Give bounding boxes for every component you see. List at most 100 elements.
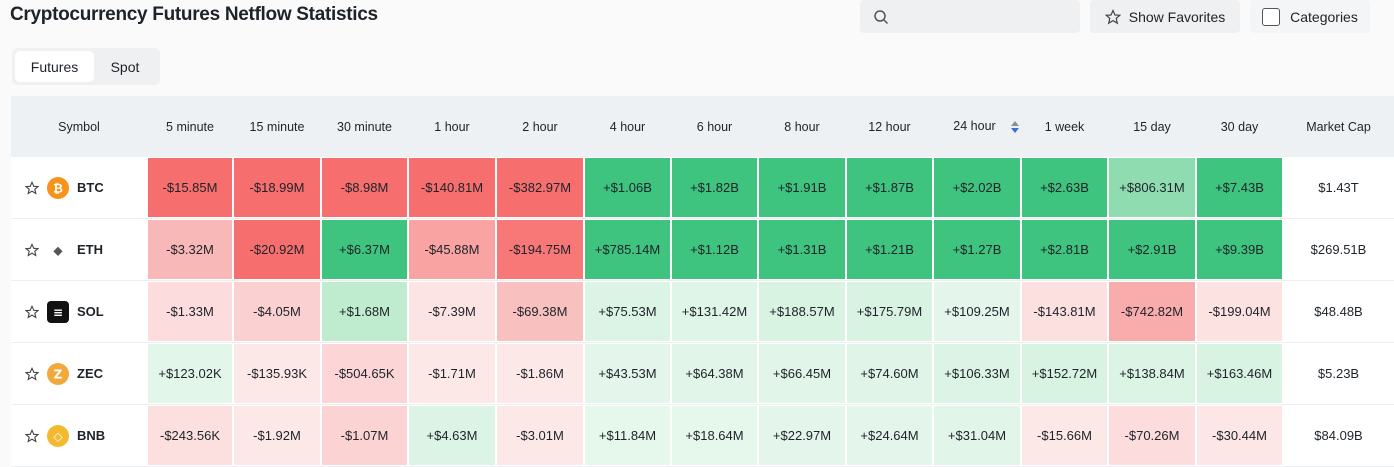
netflow-value: -$1.86M [496,343,584,404]
netflow-cell: -$8.98M [321,157,408,219]
market-cap: $1.43T [1283,157,1394,219]
netflow-cell: -$70.26M [1108,404,1196,467]
netflow-value: -$1.71M [408,343,496,404]
netflow-value: +$138.84M [1108,343,1196,404]
netflow-cell: +$1.87B [846,157,933,219]
page-title: Cryptocurrency Futures Netflow Statistic… [10,4,378,25]
symbol-cell: ◇ BNB [11,404,147,467]
symbol-label: SOL [77,304,104,319]
coin-icon: ◇ [47,424,69,447]
netflow-cell: -$7.39M [408,280,496,343]
netflow-cell: -$194.75M [496,218,584,281]
netflow-cell: +$1.82B [671,157,758,219]
netflow-cell: +$1.31B [758,218,846,281]
netflow-value: +$785.14M [584,219,671,280]
column-header: 1 hour [408,96,496,157]
netflow-value: +$188.57M [758,281,846,342]
favorite-star[interactable] [25,428,39,443]
tab-bar: Futures Spot [12,48,160,85]
table-row: Z ZEC +$123.02K -$135.93K -$504.65K -$1.71M -… [11,342,1394,405]
column-header: 1 week [1021,96,1108,157]
netflow-cell: -$1.07M [321,404,408,467]
column-header: 30 minute [321,96,408,157]
netflow-value: +$1.31B [758,219,846,280]
netflow-value: +$2.63B [1021,157,1108,218]
netflow-cell: +$31.04M [933,404,1021,467]
search-box[interactable] [860,0,1080,33]
symbol-cell: ₿ BTC [11,157,147,219]
netflow-value: +$1.82B [671,157,758,218]
symbol-label: BNB [77,428,106,443]
netflow-value: +$1.68M [321,281,408,342]
netflow-value: +$123.02K [147,343,233,404]
netflow-value: -$140.81M [408,157,496,218]
favorites-button[interactable]: Show Favorites [1090,0,1240,33]
netflow-cell: -$504.65K [321,342,408,405]
netflow-cell: +$106.33M [933,342,1021,405]
netflow-cell: +$6.37M [321,218,408,281]
symbol-label: ZEC [77,366,103,381]
netflow-value: -$504.65K [321,343,408,404]
netflow-value: +$43.53M [584,343,671,404]
netflow-value: +$74.60M [846,343,933,404]
market-cap: $5.23B [1283,342,1394,405]
coin-icon: ◆ [47,238,69,261]
netflow-cell: +$18.64M [671,404,758,467]
netflow-value: +$1.91B [758,157,846,218]
symbol-cell: Z ZEC [11,342,147,405]
netflow-cell: -$20.92M [233,218,321,281]
netflow-cell: +$152.72M [1021,342,1108,405]
button-label: Show Favorites [1128,8,1226,25]
netflow-value: +$1.21B [846,219,933,280]
netflow-value: +$1.12B [671,219,758,280]
netflow-value: +$18.64M [671,405,758,466]
netflow-cell: -$382.97M [496,157,584,219]
netflow-value: +$2.91B [1108,219,1196,280]
netflow-value: -$742.82M [1108,281,1196,342]
netflow-value: +$131.42M [671,281,758,342]
netflow-value: -$18.99M [233,157,321,218]
netflow-cell: -$135.93K [233,342,321,405]
netflow-value: -$1.33M [147,281,233,342]
netflow-value: -$3.01M [496,405,584,466]
table-row: ◇ BNB -$243.56K -$1.92M -$1.07M +$4.63M -$3.0… [11,404,1394,467]
netflow-cell: +$785.14M [584,218,671,281]
netflow-table: Symbol 5 minute 15 minute 30 minute 1 hour 2 … [11,96,1394,467]
categories-button[interactable]: Categories [1250,0,1370,33]
netflow-cell: +$2.81B [1021,218,1108,281]
netflow-cell: +$1.68M [321,280,408,343]
netflow-cell: +$24.64M [846,404,933,467]
netflow-value: -$8.98M [321,157,408,218]
favorite-star[interactable] [25,242,39,257]
netflow-value: -$30.44M [1196,405,1283,466]
column-header: 15 day [1108,96,1196,157]
netflow-cell: -$45.88M [408,218,496,281]
star-icon [1104,8,1121,24]
column-header: 30 day [1196,96,1283,157]
sort-icon[interactable] [1010,120,1020,134]
column-header: Market Cap [1283,96,1394,157]
netflow-value: +$152.72M [1021,343,1108,404]
column-header: 12 hour [846,96,933,157]
netflow-value: -$382.97M [496,157,584,218]
netflow-cell: -$199.04M [1196,280,1283,343]
symbol-cell: ≡ SOL [11,280,147,343]
netflow-value: +$7.43B [1196,157,1283,218]
netflow-value: -$135.93K [233,343,321,404]
tab[interactable]: Spot [110,58,140,75]
netflow-value: +$22.97M [758,405,846,466]
favorite-star[interactable] [25,180,39,195]
netflow-cell: -$140.81M [408,157,496,219]
netflow-value: -$243.56K [147,405,233,466]
favorite-star[interactable] [25,366,39,381]
favorite-star[interactable] [25,304,39,319]
netflow-value: +$11.84M [584,405,671,466]
netflow-value: -$194.75M [496,219,584,280]
netflow-value: +$1.27B [933,219,1021,280]
netflow-cell: +$74.60M [846,342,933,405]
tab[interactable]: Futures [15,51,94,82]
netflow-value: +$163.46M [1196,343,1283,404]
netflow-cell: +$123.02K [147,342,233,405]
market-cap: $269.51B [1283,218,1394,281]
